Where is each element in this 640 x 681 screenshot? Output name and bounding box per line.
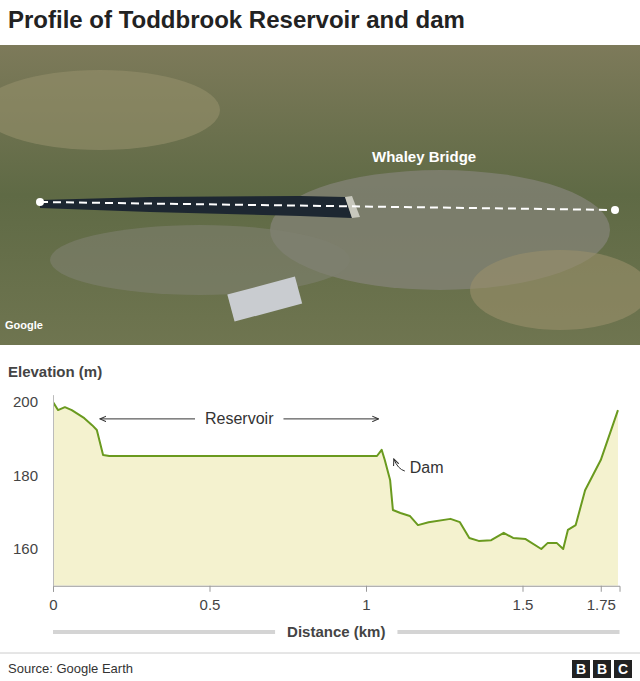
y-tick-label: 180 [13,467,38,484]
x-tick-label: 1.75 [587,596,616,613]
y-tick: 160 [13,540,53,557]
x-axis-title: Distance (km) [287,623,385,640]
y-axis-title: Elevation (m) [8,363,102,380]
y-tick: 200 [13,393,53,410]
map-field [0,70,220,150]
y-tick-label: 200 [13,393,38,410]
map-field [470,250,640,330]
map-transect [40,202,615,210]
elevation-line [53,402,618,549]
elevation-area [53,402,618,586]
map-transect-end [611,206,619,214]
map-building [227,276,302,321]
y-axis: 160 180 200 [13,393,54,586]
map-transect-end [36,198,44,206]
source: Source: Google Earth [8,661,133,676]
x-tick: 1 [362,586,370,614]
x-tick-mark [53,586,54,592]
title: Profile of Toddbrook Reservoir and dam [8,6,465,33]
chart-root: Profile of Toddbrook Reservoir and dam Wh… [0,0,640,681]
map-credit: Google [5,319,43,331]
y-tick: 180 [13,467,53,484]
x-tick-label: 1 [362,596,370,613]
map-reservoir [40,196,352,218]
x-tick-mark [210,586,211,592]
annotation-arrow [100,418,195,419]
y-axis-line [53,395,54,586]
logo-text: BBC [576,661,628,677]
map-town [50,225,350,295]
annotation-arrow [283,418,378,419]
x-axis: 0 0.5 1 1.5 1.75 [49,586,620,614]
map-label: Whaley Bridge [372,148,476,165]
x-tick-mark [366,586,367,592]
x-title-bar [53,630,275,634]
x-tick-label: 0 [49,596,57,613]
x-tick: 1.75 [587,586,616,614]
plot-area [53,402,618,586]
x-tick-label: 1.5 [513,596,534,613]
x-tick-mark [601,586,602,592]
x-tick-mark [523,586,524,592]
x-tick: 1.5 [513,586,534,614]
annotation-arrow [394,459,405,471]
y-tick-label: 160 [13,540,38,557]
logo: BBC [572,660,632,678]
annotation-label: Dam [410,459,444,476]
map-image [0,45,640,345]
annotation-label: Reservoir [205,410,274,427]
footer-rule [0,653,640,654]
x-title-bar [397,630,619,634]
annotations: Reservoir Dam [100,410,444,476]
x-tick: 0.5 [200,586,221,614]
x-tick: 0 [49,586,57,614]
x-axis-line [54,586,621,592]
x-tick-label: 0.5 [200,596,221,613]
